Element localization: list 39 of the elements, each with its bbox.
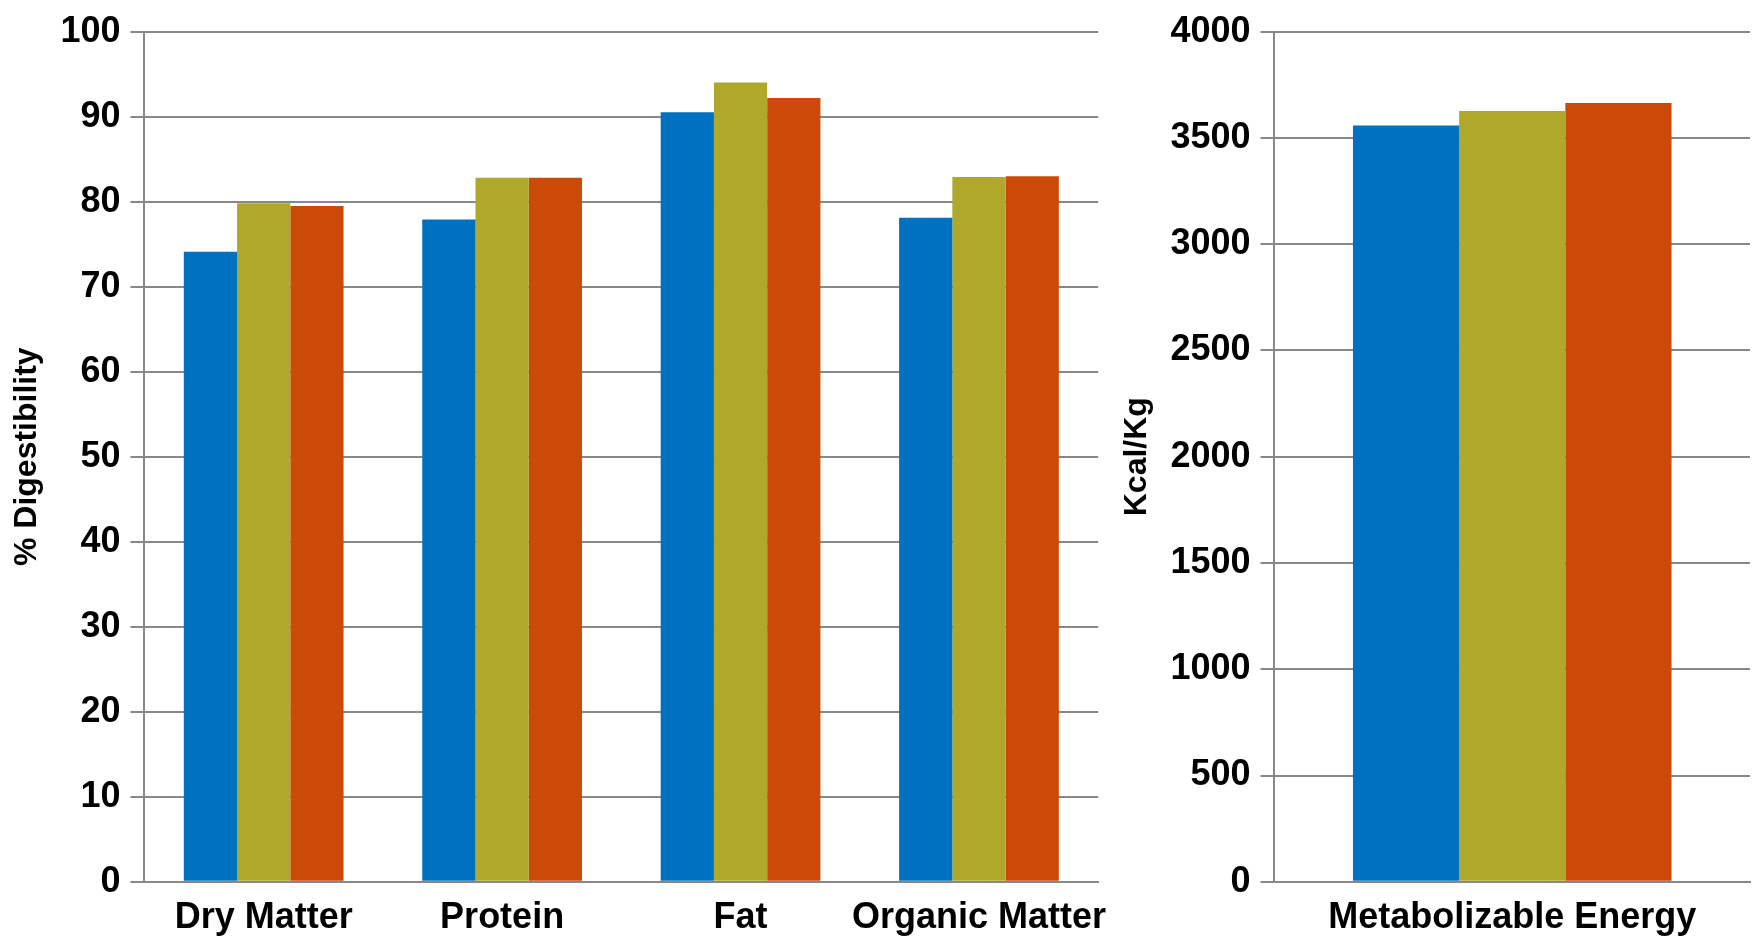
y-tick-label: 60 (80, 348, 121, 390)
bar (528, 177, 582, 881)
bar (660, 112, 714, 881)
y-tick-label: 50 (80, 433, 121, 475)
bar (475, 177, 529, 881)
bar (713, 82, 768, 881)
y-axis-title: % Digestibility (7, 347, 44, 567)
x-tick-label: Protein (440, 895, 565, 937)
y-tick-label: 1000 (1170, 646, 1251, 688)
y-tick-label: 30 (80, 603, 121, 645)
y-tick-label: 70 (80, 263, 121, 305)
y-tick-label: 500 (1190, 752, 1251, 794)
bar (952, 176, 1006, 881)
x-tick-label: Fat (713, 895, 768, 937)
y-tick-label: 2500 (1170, 327, 1251, 369)
y-axis-title: Kcal/Kg (1117, 397, 1154, 517)
y-tick-label: 90 (80, 93, 121, 135)
y-tick-label: 2000 (1170, 433, 1251, 475)
y-tick-label: 0 (100, 858, 121, 900)
y-tick-label: 20 (80, 688, 121, 730)
y-tick-label: 10 (80, 773, 121, 815)
x-tick-label: Metabolizable Energy (1328, 895, 1697, 937)
bar (422, 219, 476, 881)
y-tick-label: 4000 (1170, 8, 1251, 50)
y-tick-label: 100 (60, 8, 121, 50)
bar (1005, 176, 1059, 881)
bar (183, 251, 238, 881)
y-tick-label: 40 (80, 518, 121, 560)
bar (767, 97, 821, 881)
y-tick-label: 1500 (1170, 539, 1251, 581)
bar (899, 217, 953, 881)
y-tick-label: 3500 (1170, 114, 1251, 156)
y-tick-label: 3000 (1170, 221, 1251, 263)
x-tick-label: Organic Matter (851, 895, 1106, 937)
y-tick-label: 0 (1230, 858, 1251, 900)
y-tick-label: 80 (80, 178, 121, 220)
bar (237, 203, 291, 881)
bar (290, 205, 344, 881)
x-tick-label: Dry Matter (174, 895, 353, 937)
